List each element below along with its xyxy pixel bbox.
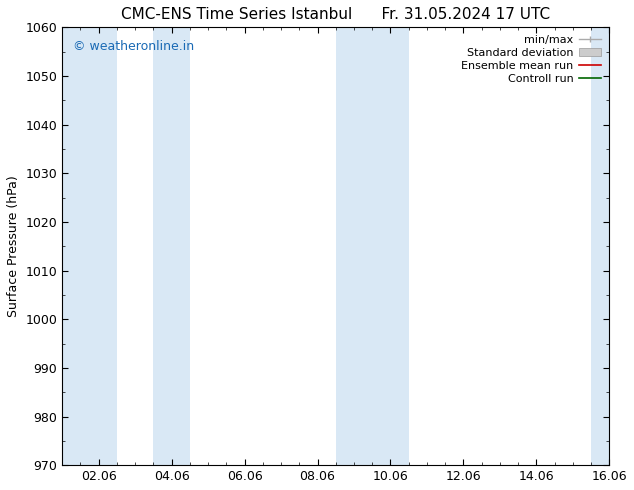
Bar [153,27,190,465]
Bar [591,27,609,465]
Bar [336,27,409,465]
Title: CMC-ENS Time Series Istanbul      Fr. 31.05.2024 17 UTC: CMC-ENS Time Series Istanbul Fr. 31.05.2… [121,7,550,22]
Bar [62,27,117,465]
Y-axis label: Surface Pressure (hPa): Surface Pressure (hPa) [7,175,20,317]
Text: © weatheronline.in: © weatheronline.in [73,40,194,53]
Legend: min/max, Standard deviation, Ensemble mean run, Controll run: min/max, Standard deviation, Ensemble me… [459,33,604,86]
